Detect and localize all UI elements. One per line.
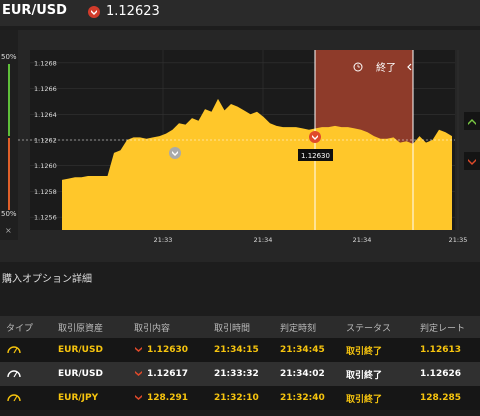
down-arrow-icon xyxy=(135,347,142,352)
current-rate: 1.12623 xyxy=(88,4,160,19)
gauge-icon xyxy=(7,393,21,401)
row-rate: 1.12613 xyxy=(420,345,461,355)
header-judge: 判定時刻 xyxy=(280,323,317,334)
y-tick-label: 1.1258 xyxy=(34,188,57,196)
table-row[interactable]: EUR/USD 1.12630 21:34:15 21:34:45 取引終了 1… xyxy=(0,338,480,362)
clock-icon xyxy=(353,62,363,72)
row-judge: 21:32:40 xyxy=(280,393,325,403)
marker-rate-box xyxy=(298,149,333,161)
row-status: 取引終了 xyxy=(346,346,383,357)
x-tick-label: 21:34 xyxy=(254,236,273,244)
y-tick-label: 1.1268 xyxy=(34,59,57,67)
row-rate: 1.12626 xyxy=(420,369,461,379)
row-asset: EUR/USD xyxy=(58,345,103,355)
down-arrow-icon xyxy=(88,5,100,18)
x-axis: 21:33 21:34 21:34 21:35 xyxy=(154,236,468,244)
row-rate: 128.285 xyxy=(420,393,461,403)
row-status: 取引終了 xyxy=(346,370,383,381)
call-percentage: 50% xyxy=(1,53,17,61)
chevron-left-icon xyxy=(407,63,412,71)
row-time: 21:33:32 xyxy=(214,369,259,379)
table-row[interactable]: EUR/JPY 128.291 21:32:10 21:32:40 取引終了 1… xyxy=(0,386,480,410)
put-button[interactable] xyxy=(464,152,480,170)
expiry-label: 終了 xyxy=(376,61,396,74)
row-asset: EUR/USD xyxy=(58,369,103,379)
call-ratio-bar xyxy=(8,64,10,136)
row-content: 128.291 xyxy=(147,393,188,403)
header-content: 取引内容 xyxy=(134,323,171,334)
table-header: タイプ 取引原資産 取引内容 取引時間 判定時刻 ステータス 判定レート xyxy=(0,316,480,338)
up-arrow-icon xyxy=(468,119,476,125)
header-type: タイプ xyxy=(6,323,34,334)
row-judge: 21:34:45 xyxy=(280,345,325,355)
down-arrow-icon xyxy=(312,135,318,140)
row-time: 21:34:15 xyxy=(214,345,259,355)
row-asset: EUR/JPY xyxy=(58,393,99,403)
gauge-icon xyxy=(7,345,21,353)
y-tick-label: 1.1256 xyxy=(34,214,57,222)
header-time: 取引時間 xyxy=(214,323,251,334)
row-judge: 21:34:02 xyxy=(280,369,325,379)
table-row[interactable]: EUR/USD 1.12617 21:33:32 21:34:02 取引終了 1… xyxy=(0,362,480,386)
row-status: 取引終了 xyxy=(346,394,383,405)
x-tick-label: 21:34 xyxy=(353,236,372,244)
down-arrow-icon xyxy=(135,395,142,400)
header-asset: 取引原資産 xyxy=(58,323,104,334)
row-time: 21:32:10 xyxy=(214,393,259,403)
currency-pair-title[interactable]: EUR/USD xyxy=(2,3,67,18)
down-arrow-icon xyxy=(172,151,178,156)
y-tick-label: 1.1264 xyxy=(34,111,57,119)
put-percentage: 50% xyxy=(1,210,17,218)
options-table: タイプ 取引原資産 取引内容 取引時間 判定時刻 ステータス 判定レート EUR… xyxy=(0,316,480,410)
price-header: EUR/USD 1.12623 xyxy=(0,0,480,26)
price-chart: 1.1268 1.1266 1.1264 1.1262 1.1260 1.1258 1.12… xyxy=(18,50,480,244)
y-axis: 1.1268 1.1266 1.1264 1.1262 1.1260 1.1258 1.12… xyxy=(34,59,57,221)
expiry-timer: 終了 xyxy=(353,61,412,74)
section-title: 購入オプション詳細 xyxy=(2,274,92,285)
down-arrow-icon xyxy=(135,371,142,376)
price-area xyxy=(62,98,452,231)
y-tick-label: 1.1266 xyxy=(34,85,57,93)
header-status: ステータス xyxy=(346,323,392,334)
current-rate-value: 1.12623 xyxy=(106,4,160,19)
gauge-icon xyxy=(7,369,21,377)
row-content: 1.12630 xyxy=(147,345,188,355)
previous-entry-marker xyxy=(169,147,181,159)
marker-rate-value: 1.12630 xyxy=(301,152,330,160)
put-entry-marker xyxy=(309,131,321,143)
x-tick-label: 21:33 xyxy=(154,236,173,244)
down-arrow-icon xyxy=(468,159,476,165)
y-tick-label: 1.1262 xyxy=(34,137,57,145)
collapse-button[interactable]: × xyxy=(5,226,12,235)
put-ratio-bar xyxy=(8,138,10,210)
row-content: 1.12617 xyxy=(147,369,188,379)
y-tick-label: 1.1260 xyxy=(34,162,57,170)
header-rate: 判定レート xyxy=(420,323,466,334)
x-tick-label: 21:35 xyxy=(449,236,468,244)
